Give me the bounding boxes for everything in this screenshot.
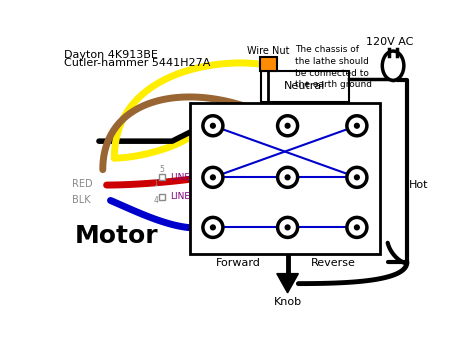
Text: 1: 1: [154, 179, 158, 188]
Text: Forward: Forward: [216, 258, 261, 268]
Circle shape: [278, 217, 298, 237]
Polygon shape: [277, 274, 298, 293]
Circle shape: [347, 167, 367, 187]
Bar: [260, 57, 277, 71]
Text: Hot: Hot: [409, 180, 429, 190]
Circle shape: [203, 217, 223, 237]
Text: The chassis of
the lathe should
be connected to
the earth ground: The chassis of the lathe should be conne…: [295, 45, 372, 89]
Circle shape: [203, 116, 223, 136]
Circle shape: [278, 167, 298, 187]
Circle shape: [347, 217, 367, 237]
Text: Neutral: Neutral: [284, 82, 325, 92]
Circle shape: [284, 174, 291, 180]
Text: LINE: LINE: [171, 173, 191, 182]
Text: Cutler-hammer 5441H27A: Cutler-hammer 5441H27A: [64, 58, 210, 68]
Text: RED: RED: [72, 179, 92, 189]
Circle shape: [278, 116, 298, 136]
Circle shape: [203, 167, 223, 187]
Circle shape: [347, 116, 367, 136]
Text: Dayton 4K913BE: Dayton 4K913BE: [64, 50, 158, 60]
Ellipse shape: [383, 51, 404, 80]
Text: Wire Nut: Wire Nut: [247, 46, 290, 56]
Circle shape: [284, 123, 291, 129]
Circle shape: [354, 123, 360, 129]
Text: LINE: LINE: [171, 192, 191, 201]
Text: Motor: Motor: [74, 224, 158, 247]
Text: 4: 4: [154, 196, 158, 205]
Circle shape: [210, 174, 216, 180]
Bar: [159, 174, 165, 180]
Circle shape: [210, 224, 216, 230]
Text: BLK: BLK: [72, 196, 91, 206]
Bar: [159, 193, 165, 200]
Circle shape: [210, 123, 216, 129]
Text: Reverse: Reverse: [311, 258, 356, 268]
Bar: [261, 71, 349, 102]
Text: 5: 5: [159, 165, 164, 174]
Circle shape: [354, 224, 360, 230]
Bar: [190, 103, 380, 254]
Text: 120V AC: 120V AC: [365, 37, 413, 47]
Circle shape: [284, 224, 291, 230]
Circle shape: [354, 174, 360, 180]
Text: Knob: Knob: [273, 297, 301, 307]
